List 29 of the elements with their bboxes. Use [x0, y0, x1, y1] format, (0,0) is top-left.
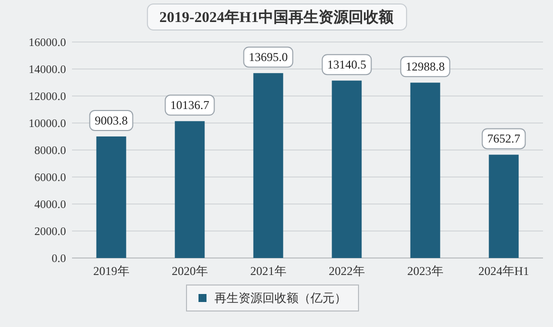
bar: [410, 82, 440, 258]
bar: [96, 136, 126, 258]
data-label: 12988.8: [406, 60, 445, 74]
x-tick-label: 2020年: [172, 264, 208, 278]
chart-title: 2019-2024年H1中国再生资源回收额: [159, 8, 395, 26]
y-tick-label: 2000.0: [34, 226, 66, 238]
bar: [332, 80, 362, 258]
y-tick-label: 0.0: [52, 253, 66, 265]
y-tick-label: 8000.0: [34, 145, 66, 157]
y-tick-label: 16000.0: [28, 37, 66, 49]
data-label: 9003.8: [94, 113, 128, 128]
data-label: 10136.7: [170, 98, 210, 112]
bar: [253, 73, 284, 258]
x-tick-label: 2024年H1: [478, 264, 530, 278]
y-tick-label: 12000.0: [28, 91, 66, 103]
y-tick-label: 10000.0: [28, 118, 66, 130]
x-tick-label: 2022年: [328, 264, 365, 278]
data-label: 13695.0: [248, 50, 288, 64]
x-tick-label: 2023年: [407, 264, 444, 278]
x-tick-label: 2021年: [250, 264, 286, 278]
y-tick-label: 6000.0: [34, 172, 66, 184]
data-label: 13140.5: [327, 58, 366, 72]
data-label: 7652.7: [487, 132, 520, 146]
y-tick-label: 14000.0: [28, 64, 66, 76]
legend-label: 再生资源回收额（亿元）: [214, 291, 346, 305]
y-tick-label: 4000.0: [34, 199, 66, 211]
bar: [174, 121, 205, 258]
bar: [488, 154, 519, 258]
x-tick-label: 2019年: [93, 264, 130, 278]
